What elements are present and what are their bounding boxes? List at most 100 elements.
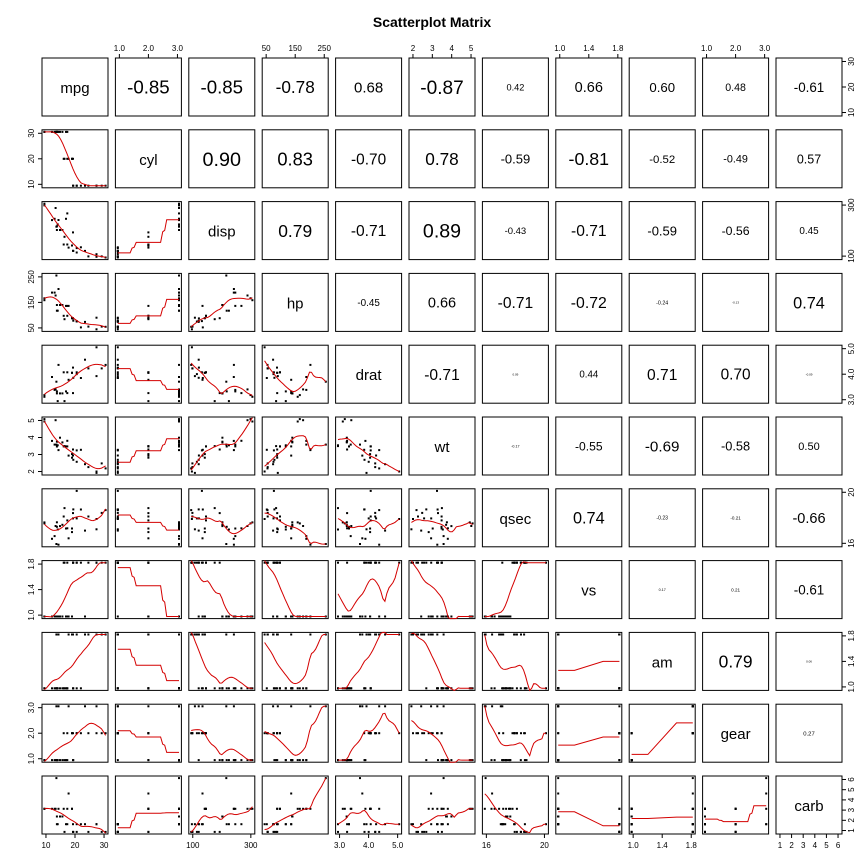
data-point bbox=[55, 445, 58, 448]
panel-frame bbox=[408, 272, 476, 332]
data-point bbox=[273, 376, 276, 379]
tick-label: 1.0 bbox=[628, 841, 640, 850]
data-point bbox=[284, 390, 287, 393]
panel-am-vs bbox=[555, 631, 623, 691]
data-point bbox=[178, 436, 180, 439]
smoother-line bbox=[117, 648, 179, 682]
data-point bbox=[305, 376, 308, 378]
data-point bbox=[178, 229, 180, 231]
data-point bbox=[515, 830, 518, 833]
variable-label-cyl: cyl bbox=[139, 152, 157, 169]
data-point bbox=[178, 443, 180, 446]
data-point bbox=[734, 807, 737, 810]
data-point bbox=[55, 759, 58, 762]
panel-frame bbox=[555, 201, 623, 261]
panel-qsec-mpg bbox=[41, 488, 109, 548]
data-point bbox=[272, 705, 275, 708]
data-point bbox=[309, 449, 312, 452]
data-point bbox=[147, 527, 150, 530]
panel-frame bbox=[555, 344, 623, 404]
data-point bbox=[442, 543, 445, 545]
data-point bbox=[178, 523, 180, 526]
tick-label: 3 bbox=[847, 807, 856, 812]
data-point bbox=[417, 633, 419, 636]
data-point bbox=[218, 561, 221, 564]
data-point bbox=[59, 687, 61, 690]
data-point bbox=[75, 517, 78, 520]
data-point bbox=[520, 830, 522, 833]
data-point bbox=[302, 687, 305, 690]
data-point bbox=[225, 390, 228, 393]
data-point bbox=[296, 420, 299, 423]
data-point bbox=[284, 525, 287, 528]
data-point bbox=[410, 823, 413, 826]
tick-label: 30 bbox=[100, 841, 109, 850]
smoother-line bbox=[44, 131, 106, 187]
panel-mpg-qsec: 0.42 bbox=[481, 57, 549, 117]
panel-am-disp bbox=[188, 631, 256, 691]
data-point bbox=[290, 537, 293, 540]
data-point bbox=[79, 448, 82, 451]
data-point bbox=[284, 759, 287, 762]
correlation-label: 0.70 bbox=[721, 367, 751, 384]
data-point bbox=[147, 235, 150, 238]
correlation-label: 0.71 bbox=[647, 367, 677, 384]
data-point bbox=[369, 489, 372, 492]
data-point bbox=[221, 523, 224, 526]
data-point bbox=[66, 314, 69, 317]
panel-wt-cyl bbox=[114, 416, 182, 476]
tick-label: 6 bbox=[847, 777, 856, 782]
data-point bbox=[263, 346, 266, 349]
correlation-label: -0.59 bbox=[647, 223, 677, 238]
data-point bbox=[490, 807, 493, 810]
data-point bbox=[369, 453, 372, 456]
data-point bbox=[51, 687, 53, 690]
data-point bbox=[468, 521, 471, 524]
data-point bbox=[55, 615, 58, 618]
data-point bbox=[53, 535, 56, 538]
panel-hp-cyl bbox=[114, 272, 182, 332]
data-point bbox=[302, 807, 305, 810]
data-point bbox=[361, 615, 364, 618]
panel-vs-drat bbox=[335, 560, 403, 620]
data-point bbox=[67, 615, 70, 618]
data-point bbox=[557, 792, 560, 795]
data-point bbox=[178, 212, 180, 215]
correlation-label: -0.61 bbox=[794, 582, 825, 597]
data-point bbox=[53, 217, 56, 220]
data-point bbox=[415, 561, 418, 564]
data-point bbox=[420, 529, 423, 532]
data-point bbox=[232, 537, 235, 540]
panel-frame bbox=[114, 344, 182, 404]
tick-label: 4 bbox=[847, 797, 856, 802]
data-point bbox=[87, 732, 90, 735]
data-point bbox=[59, 304, 61, 306]
data-point bbox=[43, 687, 46, 690]
panel-hp-qsec: -0.71 bbox=[481, 272, 549, 332]
data-point bbox=[249, 394, 252, 397]
data-point bbox=[66, 445, 69, 448]
data-point bbox=[279, 807, 281, 810]
data-point bbox=[346, 830, 349, 833]
data-point bbox=[361, 705, 364, 708]
data-point bbox=[305, 759, 308, 762]
data-point bbox=[213, 561, 216, 564]
data-point bbox=[195, 373, 198, 376]
data-point bbox=[446, 687, 449, 690]
panel-cyl-hp: 0.83 bbox=[261, 129, 329, 189]
data-point bbox=[95, 561, 98, 564]
data-point bbox=[225, 525, 228, 528]
data-point bbox=[147, 456, 150, 459]
panel-drat-hp bbox=[261, 344, 329, 404]
data-point bbox=[365, 528, 368, 531]
data-point bbox=[147, 537, 150, 540]
panel-frame bbox=[188, 631, 256, 691]
data-point bbox=[430, 792, 433, 795]
data-point bbox=[67, 537, 70, 540]
data-point bbox=[378, 561, 381, 564]
panel-carb-disp bbox=[188, 775, 256, 835]
data-point bbox=[423, 633, 426, 636]
panel-cyl-gear: -0.49 bbox=[702, 129, 770, 189]
data-point bbox=[440, 561, 443, 564]
data-point bbox=[79, 687, 82, 690]
